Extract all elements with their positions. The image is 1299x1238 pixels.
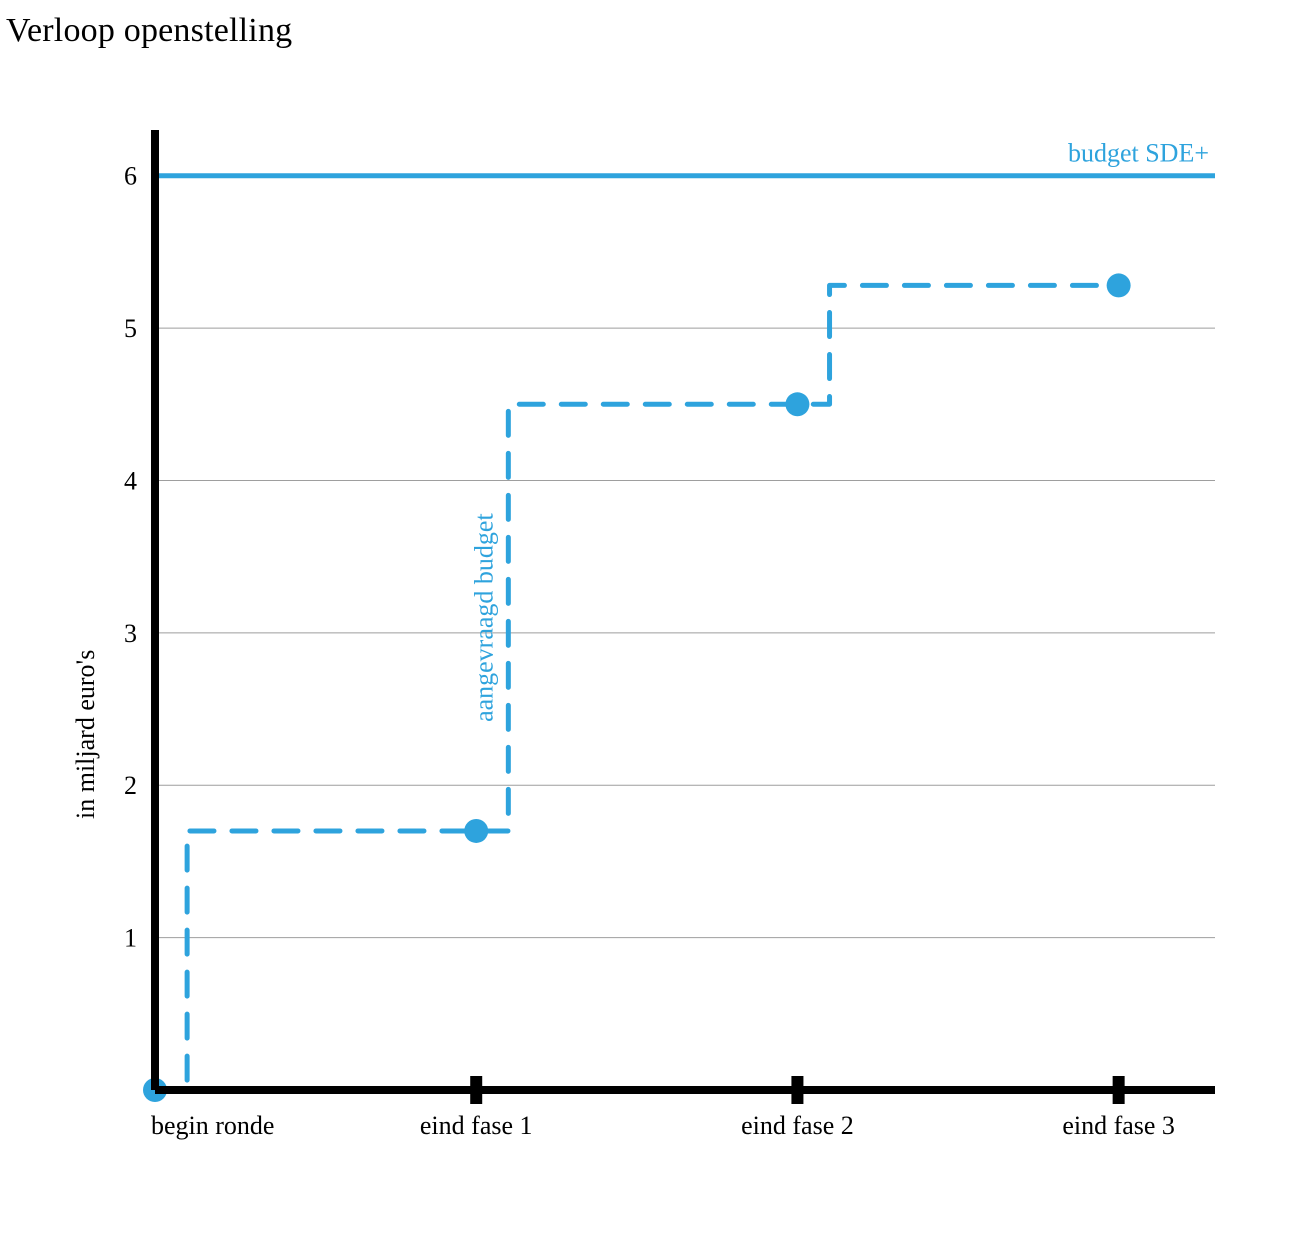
x-tick-label: eind fase 3 xyxy=(1062,1111,1175,1140)
x-tick-mark xyxy=(470,1076,482,1104)
requested-budget-label: aangevraagd budget xyxy=(469,513,498,722)
x-tick-label: eind fase 1 xyxy=(420,1111,533,1140)
chart-title: Verloop openstelling xyxy=(6,12,292,50)
chart-svg: budget SDE+ aangevraagd budget 1 2 3 4 5 6 begin… xyxy=(105,130,1265,1170)
x-tick-label: begin ronde xyxy=(151,1111,274,1140)
x-tick-label: eind fase 2 xyxy=(741,1111,854,1140)
chart-area: budget SDE+ aangevraagd budget 1 2 3 4 5 6 begin… xyxy=(105,130,1265,1138)
y-tick-label: 1 xyxy=(124,924,137,953)
y-tick-label: 2 xyxy=(124,771,137,800)
requested-budget-step-line xyxy=(155,285,1119,1090)
figure-container: Verloop openstelling in miljard euro's b… xyxy=(0,0,1299,1238)
x-tick-mark xyxy=(1113,1076,1125,1104)
budget-label: budget SDE+ xyxy=(1068,139,1209,168)
y-tick-label: 3 xyxy=(124,619,137,648)
y-tick-label: 6 xyxy=(124,162,137,191)
y-tick-label: 4 xyxy=(124,466,137,495)
step-marker xyxy=(464,819,488,843)
y-tick-label: 5 xyxy=(124,314,137,343)
x-tick-mark xyxy=(791,1076,803,1104)
step-marker xyxy=(785,392,809,416)
y-axis-label: in miljard euro's xyxy=(71,650,101,819)
step-marker xyxy=(1107,273,1131,297)
